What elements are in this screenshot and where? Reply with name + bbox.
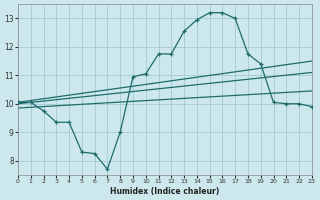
X-axis label: Humidex (Indice chaleur): Humidex (Indice chaleur) [110,187,220,196]
